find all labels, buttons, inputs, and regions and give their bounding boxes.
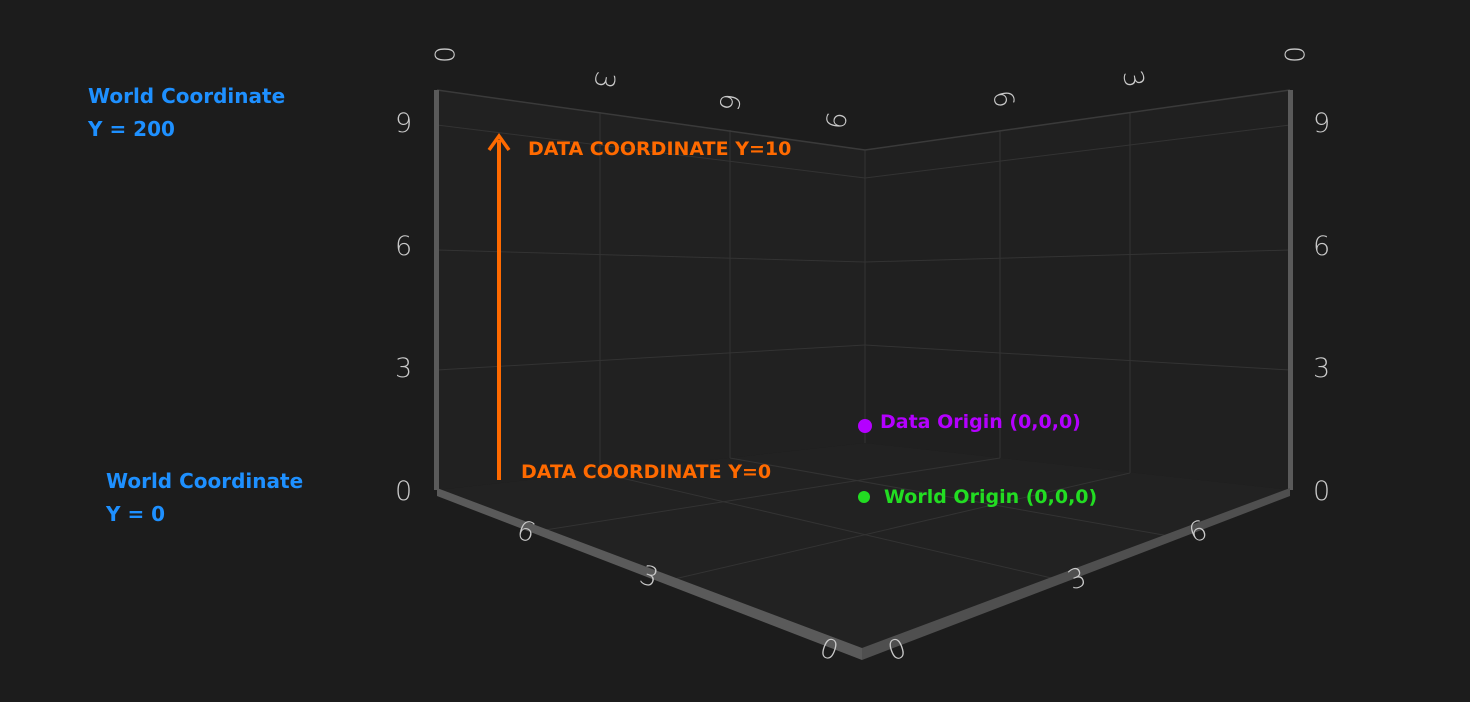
top-left-tick-3: 3: [587, 69, 621, 91]
y-left-tick-9: 9: [395, 108, 412, 139]
y-right-tick-6: 6: [1313, 231, 1330, 262]
world-bottom-line2: Y = 0: [106, 502, 166, 526]
top-left-tick-6: 6: [712, 91, 746, 113]
world-coordinate-top-label: World Coordinate Y = 200: [88, 80, 285, 146]
top-right-tick-6: 6: [986, 88, 1020, 110]
right-y-axis-bar: [1288, 90, 1293, 490]
y-left-tick-6: 6: [395, 231, 412, 262]
world-top-line2: Y = 200: [88, 117, 175, 141]
left-floor-axis-bar: [437, 488, 862, 660]
y-left-tick-0: 0: [395, 476, 412, 507]
ceiling-edges: [436, 89, 1291, 151]
floor-plane: [437, 443, 1290, 652]
top-right-tick-0: 0: [1278, 46, 1309, 63]
world-bottom-line1: World Coordinate: [106, 469, 304, 493]
data-origin-dot: [858, 419, 872, 433]
y-right-tick-9: 9: [1313, 108, 1330, 139]
wall-grid: [436, 112, 1291, 473]
y-right-tick-3: 3: [1313, 353, 1330, 384]
y-left-tick-3: 3: [395, 353, 412, 384]
world-origin-label: World Origin (0,0,0): [884, 486, 1097, 508]
world-origin-dot: [858, 491, 870, 503]
data-y-top-label: DATA COORDINATE Y=10: [528, 138, 791, 160]
floor-grid: [544, 457, 1181, 581]
back-right-wall: [865, 90, 1290, 490]
world-top-line1: World Coordinate: [88, 84, 286, 108]
top-left-tick-9: 9: [818, 109, 852, 131]
top-left-tick-0: 0: [428, 46, 459, 63]
world-coordinate-bottom-label: World Coordinate Y = 0: [106, 465, 303, 531]
top-right-tick-3: 3: [1116, 68, 1150, 90]
data-origin-label: Data Origin (0,0,0): [880, 411, 1081, 433]
back-left-wall: [437, 90, 865, 490]
right-floor-axis-bar: [862, 488, 1290, 660]
data-y-bottom-label: DATA COORDINATE Y=0: [521, 461, 771, 483]
y-right-tick-0: 0: [1313, 476, 1330, 507]
left-y-axis-bar: [434, 90, 439, 490]
data-y-arrow: [487, 132, 511, 480]
